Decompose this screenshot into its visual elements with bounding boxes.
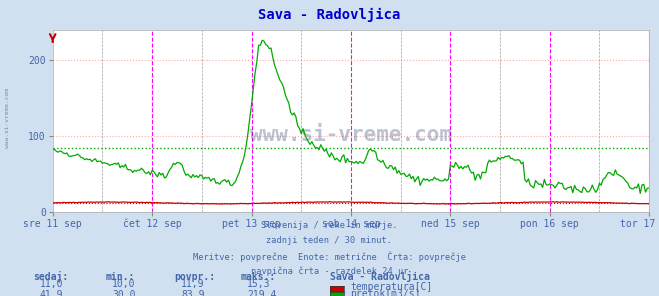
Text: 41,9: 41,9 [40,290,63,296]
Text: povpr.:: povpr.: [175,272,215,282]
Text: Sava - Radovljica: Sava - Radovljica [258,7,401,22]
Text: navpična črta - razdelek 24 ur: navpična črta - razdelek 24 ur [251,267,408,276]
Text: 83,9: 83,9 [181,290,205,296]
Text: 219,4: 219,4 [247,290,277,296]
Text: Meritve: povprečne  Enote: metrične  Črta: povprečje: Meritve: povprečne Enote: metrične Črta:… [193,251,466,262]
Text: min.:: min.: [105,272,135,282]
Text: 10,0: 10,0 [112,279,136,289]
Text: 30,0: 30,0 [112,290,136,296]
Text: sedaj:: sedaj: [33,271,68,282]
Text: www.si-vreme.com: www.si-vreme.com [250,125,452,145]
Text: www.si-vreme.com: www.si-vreme.com [5,89,11,148]
Text: pretok[m3/s]: pretok[m3/s] [351,289,421,296]
Text: 11,9: 11,9 [181,279,205,289]
Text: 15,3: 15,3 [247,279,271,289]
Text: 11,0: 11,0 [40,279,63,289]
Text: Sava - Radovljica: Sava - Radovljica [330,271,430,282]
Text: maks.:: maks.: [241,272,275,282]
Text: Slovenija / reke in morje.: Slovenija / reke in morje. [261,221,398,229]
Text: temperatura[C]: temperatura[C] [351,282,433,292]
Text: zadnji teden / 30 minut.: zadnji teden / 30 minut. [266,236,393,245]
